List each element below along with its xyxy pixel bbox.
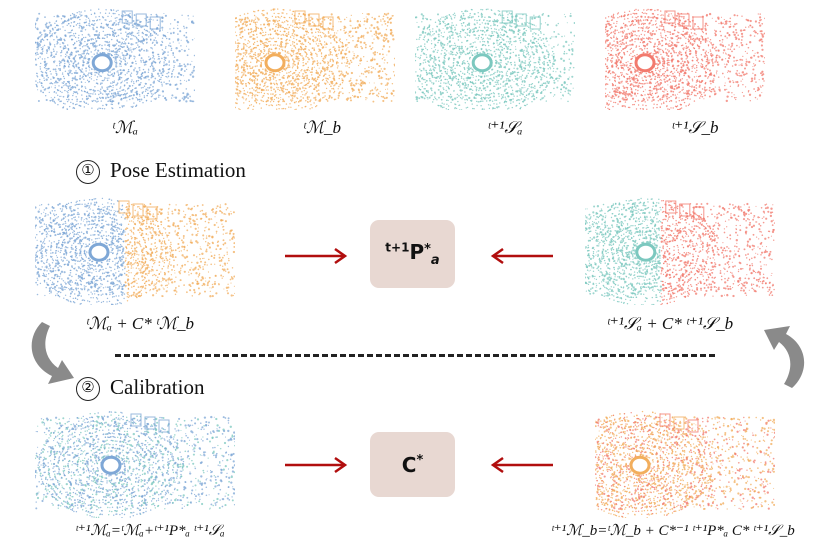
step-pose-estimation: ① Pose Estimation xyxy=(76,158,246,184)
caption-t1-Ma: ᵗ⁺¹ℳₐ=ᵗℳₐ+ᵗ⁺¹P*ₐ ᵗ⁺¹𝒮ₐ xyxy=(75,523,225,539)
caption-t-Mb: ᵗℳ_b xyxy=(302,118,342,137)
cloud-t1-Mb xyxy=(595,410,775,518)
step-number: ② xyxy=(76,377,100,401)
right-arrow-icon xyxy=(285,456,348,474)
box-calibration: C* xyxy=(370,432,455,497)
left-arrow-icon xyxy=(490,247,553,265)
step-label: Calibration xyxy=(110,375,205,399)
curved-up-arrow-icon xyxy=(764,326,805,388)
caption-t1-Sa: ᵗ⁺¹𝒮ₐ xyxy=(487,118,523,137)
left-arrow-icon xyxy=(490,456,553,474)
box-pose: t+1P*a xyxy=(370,220,455,288)
step-number: ① xyxy=(76,160,100,184)
cloud-t1-Ma xyxy=(35,411,235,518)
step-calibration: ② Calibration xyxy=(76,375,204,401)
divider-line xyxy=(115,354,715,357)
right-arrow-icon xyxy=(285,247,348,265)
cloud-t-Mb xyxy=(235,8,395,110)
caption-t1-Mb: ᵗ⁺¹ℳ_b=ᵗℳ_b + C*⁻¹ ᵗ⁺¹P*ₐ C* ᵗ⁺¹𝒮_b xyxy=(551,523,795,539)
cloud-t-Ma xyxy=(35,8,195,110)
cloud-t1-Sa xyxy=(415,8,575,110)
step-label: Pose Estimation xyxy=(110,158,246,182)
calibration-symbol: C* xyxy=(401,452,424,477)
pose-symbol: t+1P*a xyxy=(385,240,440,268)
curved-down-arrow-icon xyxy=(31,322,74,384)
cloud-merged-M xyxy=(35,197,235,305)
cloud-t1-Sb xyxy=(605,8,765,110)
caption-t1-Sb: ᵗ⁺¹𝒮_b xyxy=(671,118,719,137)
caption-merged-M: ᵗℳₐ + C* ᵗℳ_b xyxy=(85,314,195,333)
cloud-merged-S xyxy=(585,197,775,305)
caption-t-Ma: ᵗℳₐ xyxy=(111,118,138,137)
caption-merged-S: ᵗ⁺¹𝒮ₐ + C* ᵗ⁺¹𝒮_b xyxy=(606,314,734,333)
